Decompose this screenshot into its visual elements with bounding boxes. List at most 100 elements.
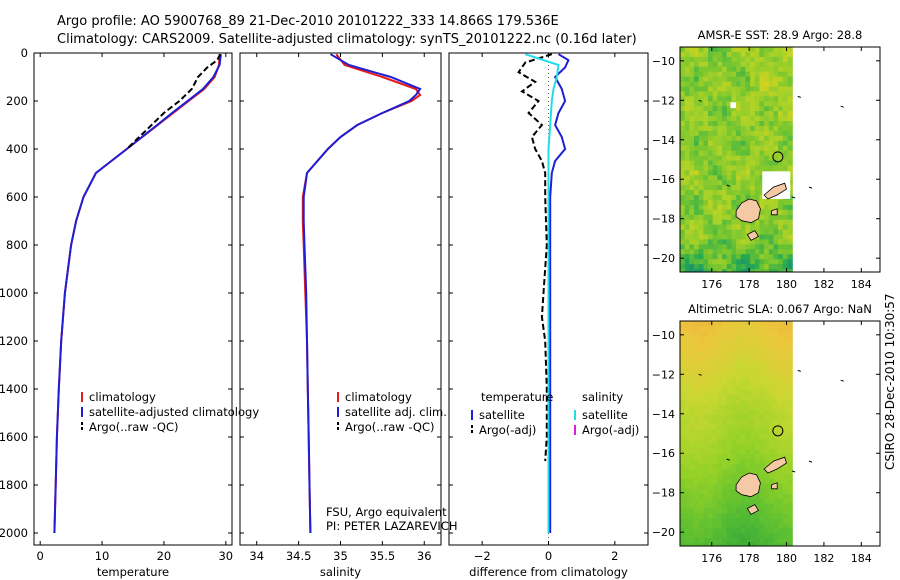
map-cell — [745, 125, 751, 132]
island — [771, 482, 778, 490]
map-cell — [712, 249, 718, 255]
map-cell — [773, 116, 779, 122]
map-cell — [708, 96, 714, 102]
map-cell — [708, 508, 714, 514]
map-cell — [689, 478, 695, 485]
map-cell — [726, 493, 732, 500]
map-cell — [694, 508, 700, 514]
map-cell — [768, 76, 775, 83]
map-cell — [736, 71, 742, 78]
y-tick-label: −18 — [652, 213, 675, 226]
map-cell — [736, 528, 742, 534]
map-cell — [726, 91, 732, 97]
map-cell — [703, 449, 709, 455]
map-cell — [726, 249, 732, 255]
map-cell — [740, 71, 746, 78]
map-cell — [754, 518, 761, 524]
map-cell — [708, 325, 714, 332]
map-cell — [726, 229, 732, 236]
map-cell — [712, 449, 718, 455]
map-cell — [708, 478, 714, 485]
map-cell — [764, 160, 770, 166]
map-cell — [708, 385, 714, 391]
map-cell — [722, 200, 728, 206]
map-cell — [684, 234, 690, 240]
map-cell — [750, 375, 756, 381]
map-cell — [764, 66, 770, 73]
y-tick-label: −20 — [652, 526, 675, 539]
map-cell — [731, 81, 737, 87]
map-cell — [754, 340, 761, 347]
map-cell — [689, 533, 695, 539]
map-cell — [782, 399, 789, 406]
map-cell — [712, 399, 718, 406]
map-cell — [708, 106, 714, 112]
map-cell — [750, 414, 756, 421]
map-cell — [726, 419, 732, 426]
map-cell — [680, 71, 686, 78]
map-cell — [759, 111, 765, 117]
map-cell — [740, 96, 746, 102]
map-cell — [717, 190, 723, 196]
map-cell — [708, 56, 714, 63]
map-cell — [722, 478, 728, 485]
reef — [698, 373, 702, 376]
x-tick-label: 34.5 — [286, 549, 312, 563]
temperature-panel: 0 10 20 30020040060080010001200140016001800… — [0, 46, 259, 579]
map-cell — [703, 360, 709, 366]
map-cell — [740, 195, 746, 201]
map-cell — [745, 244, 751, 250]
map-cell — [731, 493, 737, 500]
map-cell — [694, 106, 700, 112]
map-cell — [689, 165, 695, 171]
map-cell — [680, 355, 686, 361]
map-cell — [750, 101, 756, 107]
map-cell — [694, 335, 700, 342]
map-cell — [768, 399, 775, 406]
map-cell — [787, 404, 793, 411]
map-cell — [764, 140, 770, 147]
map-cell — [712, 429, 718, 436]
map-cell — [773, 395, 779, 401]
map-cell — [722, 469, 728, 475]
map-cell — [764, 483, 770, 490]
map-cell — [708, 140, 714, 147]
map-cell — [764, 414, 770, 421]
map-cell — [708, 429, 714, 436]
map-cell — [722, 474, 728, 480]
map-cell — [787, 498, 793, 505]
map-cell — [717, 214, 723, 221]
map-cell — [689, 321, 695, 327]
map-cell — [759, 264, 765, 270]
map-cell — [759, 355, 765, 361]
map-cell — [759, 66, 765, 73]
map-cell — [680, 409, 686, 416]
map-cell — [722, 409, 728, 416]
map-cell — [680, 429, 686, 436]
map-cell — [745, 404, 751, 411]
map-cell — [750, 321, 756, 327]
map-cell — [768, 409, 775, 416]
map-cell — [740, 106, 746, 112]
map-title: Altimetric SLA: 0.067 Argo: NaN — [688, 302, 872, 316]
map-cell — [712, 419, 718, 426]
map-cell — [703, 76, 709, 83]
map-cell — [689, 269, 695, 272]
map-cell — [694, 365, 700, 371]
map-cell — [694, 439, 700, 445]
map-cell — [736, 404, 742, 411]
map-cell — [684, 269, 690, 272]
map-cell — [703, 414, 709, 421]
map-cell — [731, 259, 737, 265]
map-cell — [722, 503, 728, 510]
map-cell — [782, 508, 789, 514]
map-cell — [773, 204, 779, 211]
map-cell — [726, 469, 732, 475]
map-cell — [740, 224, 746, 231]
map-cell — [722, 130, 728, 137]
map-cell — [750, 244, 756, 250]
map-cell — [768, 523, 775, 529]
map-cell — [698, 121, 704, 127]
map-cell — [722, 380, 728, 386]
map-cell — [759, 454, 765, 460]
